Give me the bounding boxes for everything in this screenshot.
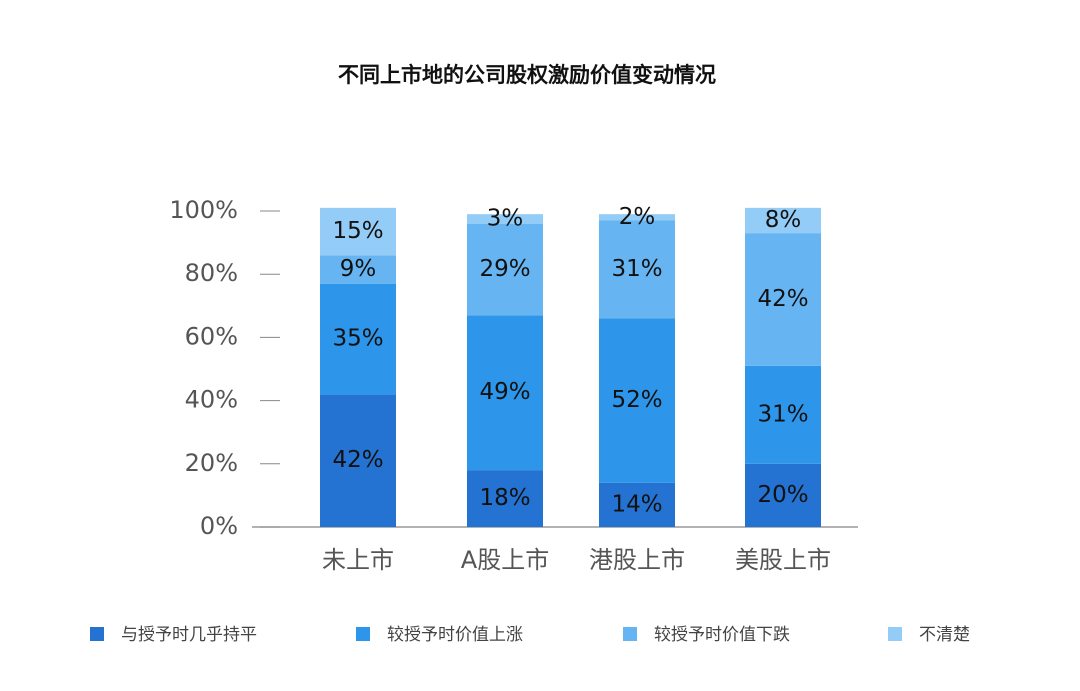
bar-segment [599, 220, 675, 319]
bar-segment [467, 315, 543, 471]
bar-segment [745, 365, 821, 464]
x-tick-label: 美股上市 [735, 546, 831, 574]
value-label: 2% [619, 204, 656, 230]
value-label: 14% [611, 491, 662, 517]
y-tick-label: 60% [185, 322, 238, 350]
x-tick-label: 未上市 [322, 546, 394, 574]
legend-swatch [356, 627, 370, 641]
value-label: 52% [611, 387, 662, 413]
value-label: 35% [332, 325, 383, 351]
bar-segment [599, 482, 675, 527]
value-label: 20% [757, 482, 808, 508]
legend-swatch [888, 627, 902, 641]
bar-segment [599, 214, 675, 221]
bar-segment [467, 470, 543, 527]
chart-title: 不同上市地的公司股权激励价值变动情况 [338, 63, 716, 87]
value-label: 31% [757, 401, 808, 427]
bar-segment [745, 463, 821, 527]
bar-segment [599, 318, 675, 483]
legend-label: 不清楚 [919, 625, 970, 645]
value-label: 42% [332, 447, 383, 473]
value-label: 42% [757, 286, 808, 312]
value-label: 49% [479, 379, 530, 405]
bar-segment [745, 207, 821, 234]
value-label: 29% [479, 256, 530, 282]
bar-segment [320, 255, 396, 284]
y-tick-label: 80% [185, 259, 238, 287]
bar-segment [467, 223, 543, 316]
value-label: 31% [611, 256, 662, 282]
value-label: 3% [487, 205, 524, 231]
y-tick-label: 20% [185, 449, 238, 477]
y-tick-label: 0% [200, 512, 238, 540]
legend-swatch [90, 627, 104, 641]
bar-segment [320, 207, 396, 256]
legend-label: 较授予时价值下跌 [654, 625, 790, 645]
x-tick-label: A股上市 [461, 546, 549, 574]
value-label: 18% [479, 485, 530, 511]
bar-segment [745, 233, 821, 366]
value-label: 9% [340, 256, 377, 282]
y-tick-label: 100% [169, 196, 238, 224]
bar-segment [467, 214, 543, 224]
legend-label: 与授予时几乎持平 [121, 625, 257, 645]
value-label: 15% [332, 218, 383, 244]
legend-swatch [623, 627, 637, 641]
x-tick-label: 港股上市 [589, 546, 685, 574]
value-label: 8% [765, 207, 802, 233]
bar-segment [320, 283, 396, 395]
bar-segment [320, 394, 396, 527]
legend-label: 较授予时价值上涨 [387, 625, 523, 645]
y-tick-label: 40% [185, 386, 238, 414]
